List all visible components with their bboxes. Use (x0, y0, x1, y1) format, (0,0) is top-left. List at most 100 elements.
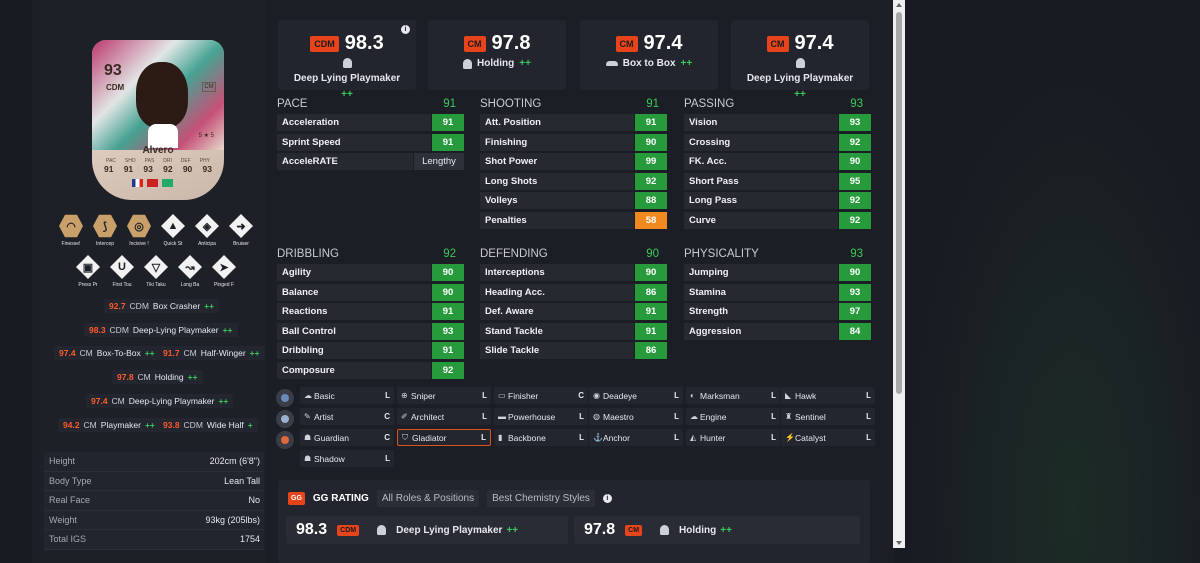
chem-style-artist[interactable]: ✎ Artist C (300, 408, 394, 425)
stat-name: Shot Power (480, 153, 634, 171)
chem-style-icon: ✎ (304, 412, 311, 421)
stat-group-value: 93 (850, 247, 863, 260)
scroll-down-icon[interactable] (896, 541, 902, 545)
chem-style-powerhouse[interactable]: ▬ Powerhouse L (494, 408, 588, 425)
rating-value: 97.8 (491, 32, 531, 54)
pinged-pass-icon: ➤ (212, 255, 236, 279)
role-item[interactable]: 97.4 CM Box-To-Box ++ (54, 346, 160, 360)
chem-style-backbone[interactable]: ▮ Backbone L (494, 429, 588, 446)
role-name: Box Crasher (152, 301, 201, 311)
stat-value: 95 (839, 172, 871, 190)
gg-result[interactable]: 97.8 CM Holding ++ (574, 516, 860, 544)
gg-result[interactable]: 98.3 CDM Deep Lying Playmaker ++ (286, 516, 568, 544)
scroll-up-icon[interactable] (896, 3, 902, 7)
chem-style-gladiator[interactable]: ⛉ Gladiator L (397, 429, 491, 446)
top-rating-box[interactable]: CM 97.4 Box to Box ++ (580, 20, 718, 90)
stat-group-defending: DEFENDING 90 Interceptions 90 Heading Acc. 86… (480, 244, 667, 361)
chem-style-hunter[interactable]: ◭ Hunter L (686, 429, 780, 446)
scrollbar[interactable] (893, 0, 905, 548)
role-item[interactable]: 97.8 CM Holding ++ (112, 370, 203, 384)
role-icon (463, 58, 473, 69)
role-item[interactable]: 98.3 CDM Deep-Lying Playmaker ++ (84, 323, 238, 337)
stat-name: Interceptions (480, 264, 634, 282)
role-name: Holding (477, 58, 515, 69)
role-item[interactable]: 91.7 CM Half-Winger ++ (158, 346, 265, 360)
gg-result-value: 97.8 (584, 521, 616, 538)
playstyle-trait[interactable]: ▽ Tiki Taku (143, 255, 169, 288)
gg-title: GG RATING (312, 493, 369, 504)
playstyle-trait[interactable]: ▲ Quick St (160, 214, 186, 247)
chem-style-finisher[interactable]: ▭ Finisher C (494, 387, 588, 404)
top-rating-box[interactable]: i CDM 98.3 Deep Lying Playmaker ++ (278, 20, 416, 100)
chem-style-level: L (482, 412, 487, 421)
role-plus: ++ (506, 524, 519, 536)
top-rating-box[interactable]: CM 97.4 Deep Lying Playmaker ++ (731, 20, 869, 100)
playstyle-trait[interactable]: ◎ Incisive ! (126, 214, 152, 247)
chem-style-name: Guardian (314, 432, 349, 443)
chem-style-deadeye[interactable]: ◉ Deadeye L (589, 387, 683, 404)
stat-row: Aggression 84 (684, 322, 871, 342)
stat-value: 92 (432, 361, 464, 379)
chem-style-icon: ✐ (401, 412, 408, 421)
chem-style-icon: ☁ (304, 391, 312, 400)
chem-style-basic[interactable]: ☁ Basic L (300, 387, 394, 404)
chem-style-shadow[interactable]: ☗ Shadow L (300, 450, 394, 467)
chem-category-mid-icon[interactable] (276, 410, 294, 428)
stat-group-header: PHYSICALITY 93 (684, 244, 871, 263)
playstyle-trait[interactable]: ◠ Finesse! (58, 214, 84, 247)
playstyle-trait[interactable]: ◈ Anticipa (194, 214, 220, 247)
role-plus: ++ (249, 348, 260, 358)
chem-category-attack-icon[interactable] (276, 389, 294, 407)
role-name: Deep-Lying Playmaker (132, 325, 219, 335)
card-alt-position: CM (202, 82, 216, 92)
role-item[interactable]: 97.4 CM Deep-Lying Playmaker ++ (86, 394, 234, 408)
position-badge: CM (625, 524, 643, 536)
playstyle-trait[interactable]: ➤ Pinged F (211, 255, 237, 288)
chem-style-guardian[interactable]: ☗ Guardian C (300, 429, 394, 446)
info-value: 202cm (6'8") (209, 456, 260, 467)
chem-style-level: L (771, 433, 776, 442)
tab-best-chem[interactable]: Best Chemistry Styles (487, 490, 595, 507)
chem-style-icon: ▭ (498, 391, 506, 400)
role-item[interactable]: 93.8 CDM Wide Half + (158, 418, 258, 432)
tab-all-roles[interactable]: All Roles & Positions (376, 490, 480, 507)
chem-style-engine[interactable]: ☁ Engine L (686, 408, 780, 425)
stat-name: Finishing (480, 133, 634, 151)
role-icon (660, 525, 670, 535)
role-pos: CM (83, 420, 97, 430)
stat-value: 93 (432, 322, 464, 340)
stat-group-header: PASSING 93 (684, 94, 871, 113)
chem-style-sniper[interactable]: ⊕ Sniper L (397, 387, 491, 404)
chem-style-catalyst[interactable]: ⚡ Catalyst L (781, 429, 875, 446)
playstyle-trait[interactable]: ⟆ Intercep (92, 214, 118, 247)
role-item[interactable]: 94.2 CM Playmaker ++ (58, 418, 160, 432)
stat-value: 91 (432, 133, 464, 151)
chem-style-name: Hunter (700, 432, 726, 443)
playstyles-row-2: ▣ Press Pr U First Tou ▽ Tiki Taku ↝ Long Ba ➤ Pi… (56, 255, 256, 288)
info-icon[interactable]: i (602, 494, 612, 503)
role-value: 97.4 (59, 348, 76, 358)
chem-style-name: Backbone (508, 432, 546, 443)
scrollbar-thumb[interactable] (896, 12, 902, 394)
chem-style-marksman[interactable]: ◐ Marksman L (686, 387, 780, 404)
playstyle-trait[interactable]: U First Tou (109, 255, 135, 288)
stat-row: Slide Tackle 86 (480, 341, 667, 361)
playstyle-trait[interactable]: ↝ Long Ba (177, 255, 203, 288)
chem-category-defense-icon[interactable] (276, 431, 294, 449)
stat-row: FK. Acc. 90 (684, 152, 871, 172)
chem-style-architect[interactable]: ✐ Architect L (397, 408, 491, 425)
top-rating-box[interactable]: CM 97.8 Holding ++ (428, 20, 566, 90)
card-stat-value: 91 (104, 164, 114, 174)
position-badge: CM (766, 35, 789, 52)
chem-style-sentinel[interactable]: ♜ Sentinel L (781, 408, 875, 425)
info-icon[interactable]: i (401, 25, 410, 34)
stat-name: Stand Tackle (480, 322, 634, 340)
playstyle-trait[interactable]: ➜ Bruiser (228, 214, 254, 247)
chem-style-anchor[interactable]: ⚓ Anchor L (589, 429, 683, 446)
chem-style-maestro[interactable]: ◍ Maestro L (589, 408, 683, 425)
role-item[interactable]: 92.7 CDM Box Crasher ++ (104, 299, 220, 313)
stat-group-passing: PASSING 93 Vision 93 Crossing 92 FK. Acc. 90 Sho… (684, 94, 871, 230)
playstyle-trait[interactable]: ▣ Press Pr (75, 255, 101, 288)
chem-style-hawk[interactable]: ◣ Hawk L (781, 387, 875, 404)
stat-value: 86 (635, 283, 667, 301)
